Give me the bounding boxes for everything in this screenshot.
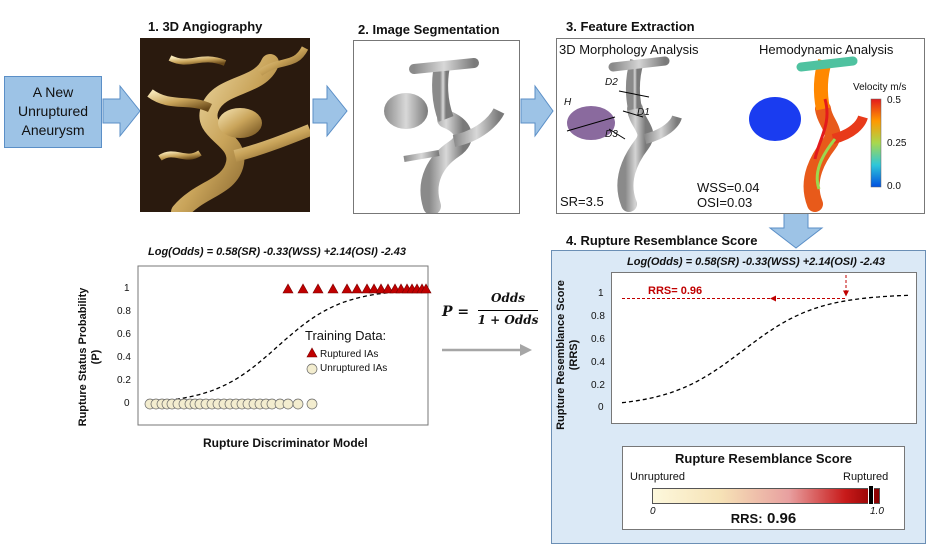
ruptured-point (282, 283, 294, 294)
score-bar-title: Rupture Resemblance Score (674, 451, 852, 466)
legend-ruptured: Ruptured IAs (320, 349, 379, 360)
left-ytick-06: 0.6 (117, 329, 131, 340)
score-result: RRS: 0.96 (622, 510, 905, 528)
ruptured-point (327, 283, 339, 294)
left-ytick-0: 0 (124, 398, 130, 409)
ruptured-point (368, 283, 380, 294)
ruptured-point (341, 283, 353, 294)
hemodynamic-title: Hemodynamic Analysis (759, 42, 894, 57)
formula-arrow-head (520, 344, 532, 356)
arrow-2 (312, 84, 348, 138)
unruptured-point (306, 398, 318, 410)
score-gradient-bar (652, 488, 880, 504)
arrow-down (768, 212, 824, 249)
rrs-vertical-arrowhead (843, 290, 849, 297)
score-bar-right-label: Ruptured (843, 471, 889, 483)
input-line2: Unruptured (17, 103, 89, 119)
step1-title: 1. 3D Angiography (148, 19, 263, 34)
arrow-3 (520, 84, 554, 138)
label-h: H (564, 97, 572, 108)
right-ytick-1: 1 (598, 288, 604, 299)
score-result-value: 0.96 (767, 510, 797, 527)
formula-p: P = (442, 304, 470, 320)
right-sigmoid-curve (621, 294, 911, 404)
ruptured-point (420, 283, 432, 294)
right-ytick-04: 0.4 (591, 357, 605, 368)
velocity-colorbar (870, 98, 882, 188)
formula-numerator: Odds (491, 291, 525, 305)
rrs-horizontal-arrowhead (770, 295, 776, 302)
legend-title: Training Data: (305, 328, 387, 343)
left-ytick-02: 0.2 (117, 375, 131, 386)
score-result-prefix: RRS: (730, 511, 763, 526)
unruptured-point (292, 398, 304, 410)
label-d1: D1 (637, 107, 650, 118)
left-chart-equation: Log(Odds) = 0.58(SR) -0.33(WSS) +2.14(OS… (148, 246, 406, 258)
morphology-title: 3D Morphology Analysis (559, 42, 699, 57)
formula-denominator: 1 + Odds (477, 313, 539, 327)
ruptured-point (351, 283, 363, 294)
right-ylabel-line1: Rupture Resemblance Score (555, 280, 567, 430)
right-ytick-08: 0.8 (591, 311, 605, 322)
score-marker (867, 485, 874, 505)
label-d2: D2 (605, 77, 618, 88)
step4-title: 4. Rupture Resemblance Score (566, 233, 758, 248)
left-sigmoid-curve (147, 289, 419, 403)
segmentation-panel (353, 40, 520, 215)
arrow-1 (102, 84, 141, 138)
sr-value: SR=3.5 (560, 194, 604, 209)
legend-ruptured-symbol (306, 347, 318, 358)
right-ytick-02: 0.2 (591, 380, 605, 391)
osi-value: OSI=0.03 (697, 195, 753, 210)
left-ytick-04: 0.4 (117, 352, 131, 363)
formula-bar (478, 310, 538, 311)
score-bar-left-label: Unruptured (630, 471, 686, 483)
score-bar-min: 0 (650, 506, 656, 517)
step2-title: 2. Image Segmentation (358, 22, 500, 37)
input-line3: Aneurysm (21, 122, 85, 138)
vessel-illustration (147, 46, 310, 212)
ruptured-point (297, 283, 309, 294)
right-ylabel-line2: (RRS) (568, 339, 580, 371)
velocity-title: Velocity m/s (853, 82, 907, 93)
right-ytick-06: 0.6 (591, 334, 605, 345)
ruptured-point (312, 283, 324, 294)
score-bar-max: 1.0 (870, 506, 884, 517)
right-chart-area (611, 272, 917, 424)
velocity-tick-high: 0.5 (887, 95, 901, 106)
ruptured-point (361, 283, 373, 294)
probability-formula: P = Odds 1 + Odds (440, 291, 540, 341)
segmented-vessel (384, 58, 505, 215)
legend-unruptured-symbol (306, 363, 318, 375)
left-xlabel: Rupture Discriminator Model (203, 436, 368, 450)
right-chart-equation: Log(Odds) = 0.58(SR) -0.33(WSS) +2.14(OS… (627, 256, 885, 268)
left-ytick-1: 1 (124, 283, 130, 294)
ruptured-point (382, 283, 394, 294)
input-box: A New Unruptured Aneurysm (4, 76, 102, 148)
velocity-tick-mid: 0.25 (887, 138, 907, 149)
wss-value: WSS=0.04 (697, 180, 760, 195)
step3-title: 3. Feature Extraction (566, 19, 695, 34)
rrs-annotation: RRS= 0.96 (648, 285, 703, 297)
right-ytick-0: 0 (598, 402, 604, 413)
ruptured-point (375, 283, 387, 294)
legend-unruptured: Unruptured IAs (320, 363, 388, 374)
label-d3: D3 (605, 129, 618, 140)
input-line1: A New (32, 84, 74, 100)
velocity-tick-low: 0.0 (887, 181, 901, 192)
feature-panel: 3D Morphology Analysis Hemodynamic Analy… (556, 38, 925, 214)
left-ytick-08: 0.8 (117, 306, 131, 317)
feature-illustrations (566, 56, 882, 212)
angiography-image (140, 38, 310, 212)
